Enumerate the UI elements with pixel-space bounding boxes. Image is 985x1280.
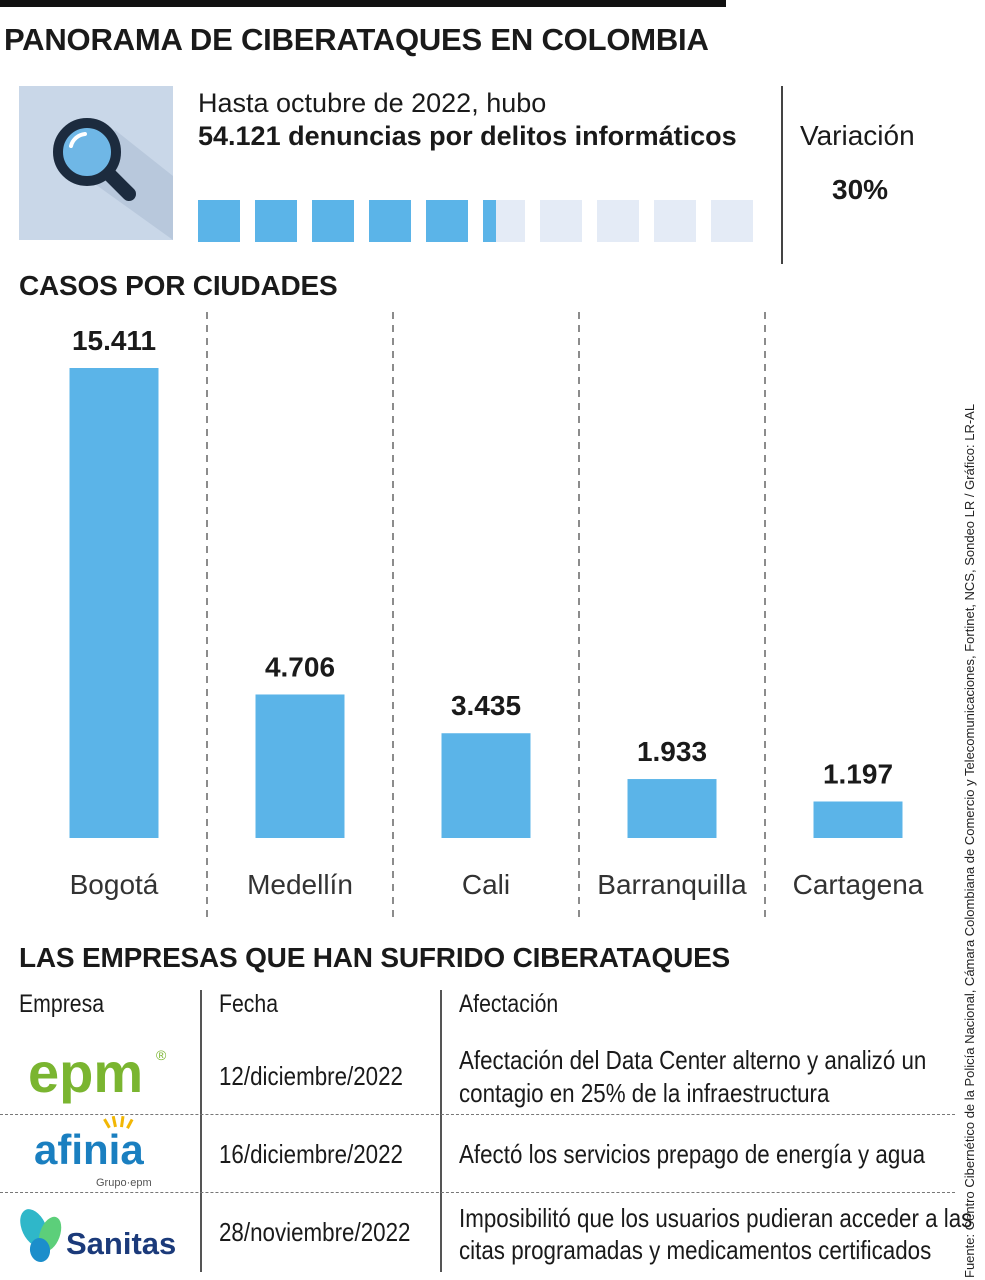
progress-square [426, 200, 468, 242]
bar-5 [813, 801, 903, 838]
bar-2 [255, 694, 345, 838]
registered-mark: ® [156, 1047, 167, 1063]
bar-value-label: 15.411 [72, 325, 156, 356]
progress-squares [198, 200, 758, 242]
category-label: Cartagena [793, 869, 924, 900]
row-separator [0, 1192, 955, 1193]
sanitas-logo: Sanitas [16, 1204, 188, 1273]
bar-4 [627, 779, 717, 838]
row-separator [0, 1114, 955, 1115]
impact-cell-line: Afectación del Data Center alterno y ana… [459, 1045, 927, 1075]
progress-square-fill [483, 200, 496, 242]
afinia-logo-text: afinia [34, 1126, 144, 1173]
progress-square [198, 200, 240, 242]
afinia-rays-icon [103, 1115, 134, 1129]
epm-logo-text: epm [28, 1041, 143, 1104]
progress-square [597, 200, 639, 242]
top-rule [0, 0, 726, 7]
category-label: Cali [462, 869, 510, 900]
progress-square [540, 200, 582, 242]
date-cell: 16/diciembre/2022 [219, 1139, 403, 1169]
progress-square-fill [255, 200, 297, 242]
progress-square [654, 200, 696, 242]
bar-value-label: 3.435 [451, 690, 521, 721]
progress-square-fill [198, 200, 240, 242]
companies-section-title: LAS EMPRESAS QUE HAN SUFRIDO CIBERATAQUE… [19, 942, 731, 973]
category-label: Medellín [247, 869, 353, 900]
date-cell: 12/diciembre/2022 [219, 1061, 403, 1091]
bar-1 [69, 368, 159, 838]
impact-cell-line: contagio en 25% de la infraestructura [459, 1078, 830, 1108]
header-company: Empresa [19, 990, 105, 1018]
impact-cell-line: Afectó los servicios prepago de energía … [459, 1139, 926, 1169]
bar-value-label: 1.933 [637, 736, 707, 767]
page-title: PANORAMA DE CIBERATAQUES EN COLOMBIA [4, 22, 709, 57]
header-date: Fecha [219, 990, 279, 1018]
afinia-logo: afinia Grupo·epm [30, 1115, 170, 1197]
bar-value-label: 1.197 [823, 758, 893, 789]
source-note: Fuente: Centro Cibernético de la Policía… [962, 403, 977, 1278]
intro-text: Hasta octubre de 2022, hubo [198, 88, 547, 118]
sanitas-butterfly-icon [20, 1209, 62, 1262]
bar-3 [441, 733, 531, 838]
impact-cell-line: citas programadas y medicamentos certifi… [459, 1235, 932, 1265]
progress-square-fill [312, 200, 354, 242]
progress-square [711, 200, 753, 242]
complaints-highlight: 54.121 denuncias por delitos informático… [198, 121, 737, 151]
summary-divider [781, 86, 783, 264]
column-divider [440, 990, 442, 1272]
afinia-group-text: Grupo·epm [96, 1177, 152, 1189]
progress-square-fill [369, 200, 411, 242]
progress-square-fill [426, 200, 468, 242]
bar-value-label: 4.706 [265, 651, 335, 682]
progress-square [483, 200, 525, 242]
epm-logo: epm ® [26, 1034, 176, 1115]
progress-square [369, 200, 411, 242]
cities-bar-chart: 15.411 Bogotá 4.706 Medellín 3.435 Cali 1.933 B… [69, 312, 924, 920]
variation-value: 30% [832, 174, 889, 205]
header-impact: Afectación [459, 990, 559, 1018]
date-cell: 28/noviembre/2022 [219, 1217, 411, 1247]
variation-label: Variación [800, 120, 915, 151]
column-divider [200, 990, 202, 1272]
progress-square [312, 200, 354, 242]
cities-section-title: CASOS POR CIUDADES [19, 270, 338, 301]
category-label: Barranquilla [597, 869, 747, 900]
progress-square [255, 200, 297, 242]
category-label: Bogotá [70, 869, 159, 900]
impact-cell-line: Imposibilitó que los usuarios pudieran a… [459, 1203, 973, 1233]
magnifier-icon [19, 86, 173, 240]
sanitas-logo-text: Sanitas [66, 1226, 176, 1261]
